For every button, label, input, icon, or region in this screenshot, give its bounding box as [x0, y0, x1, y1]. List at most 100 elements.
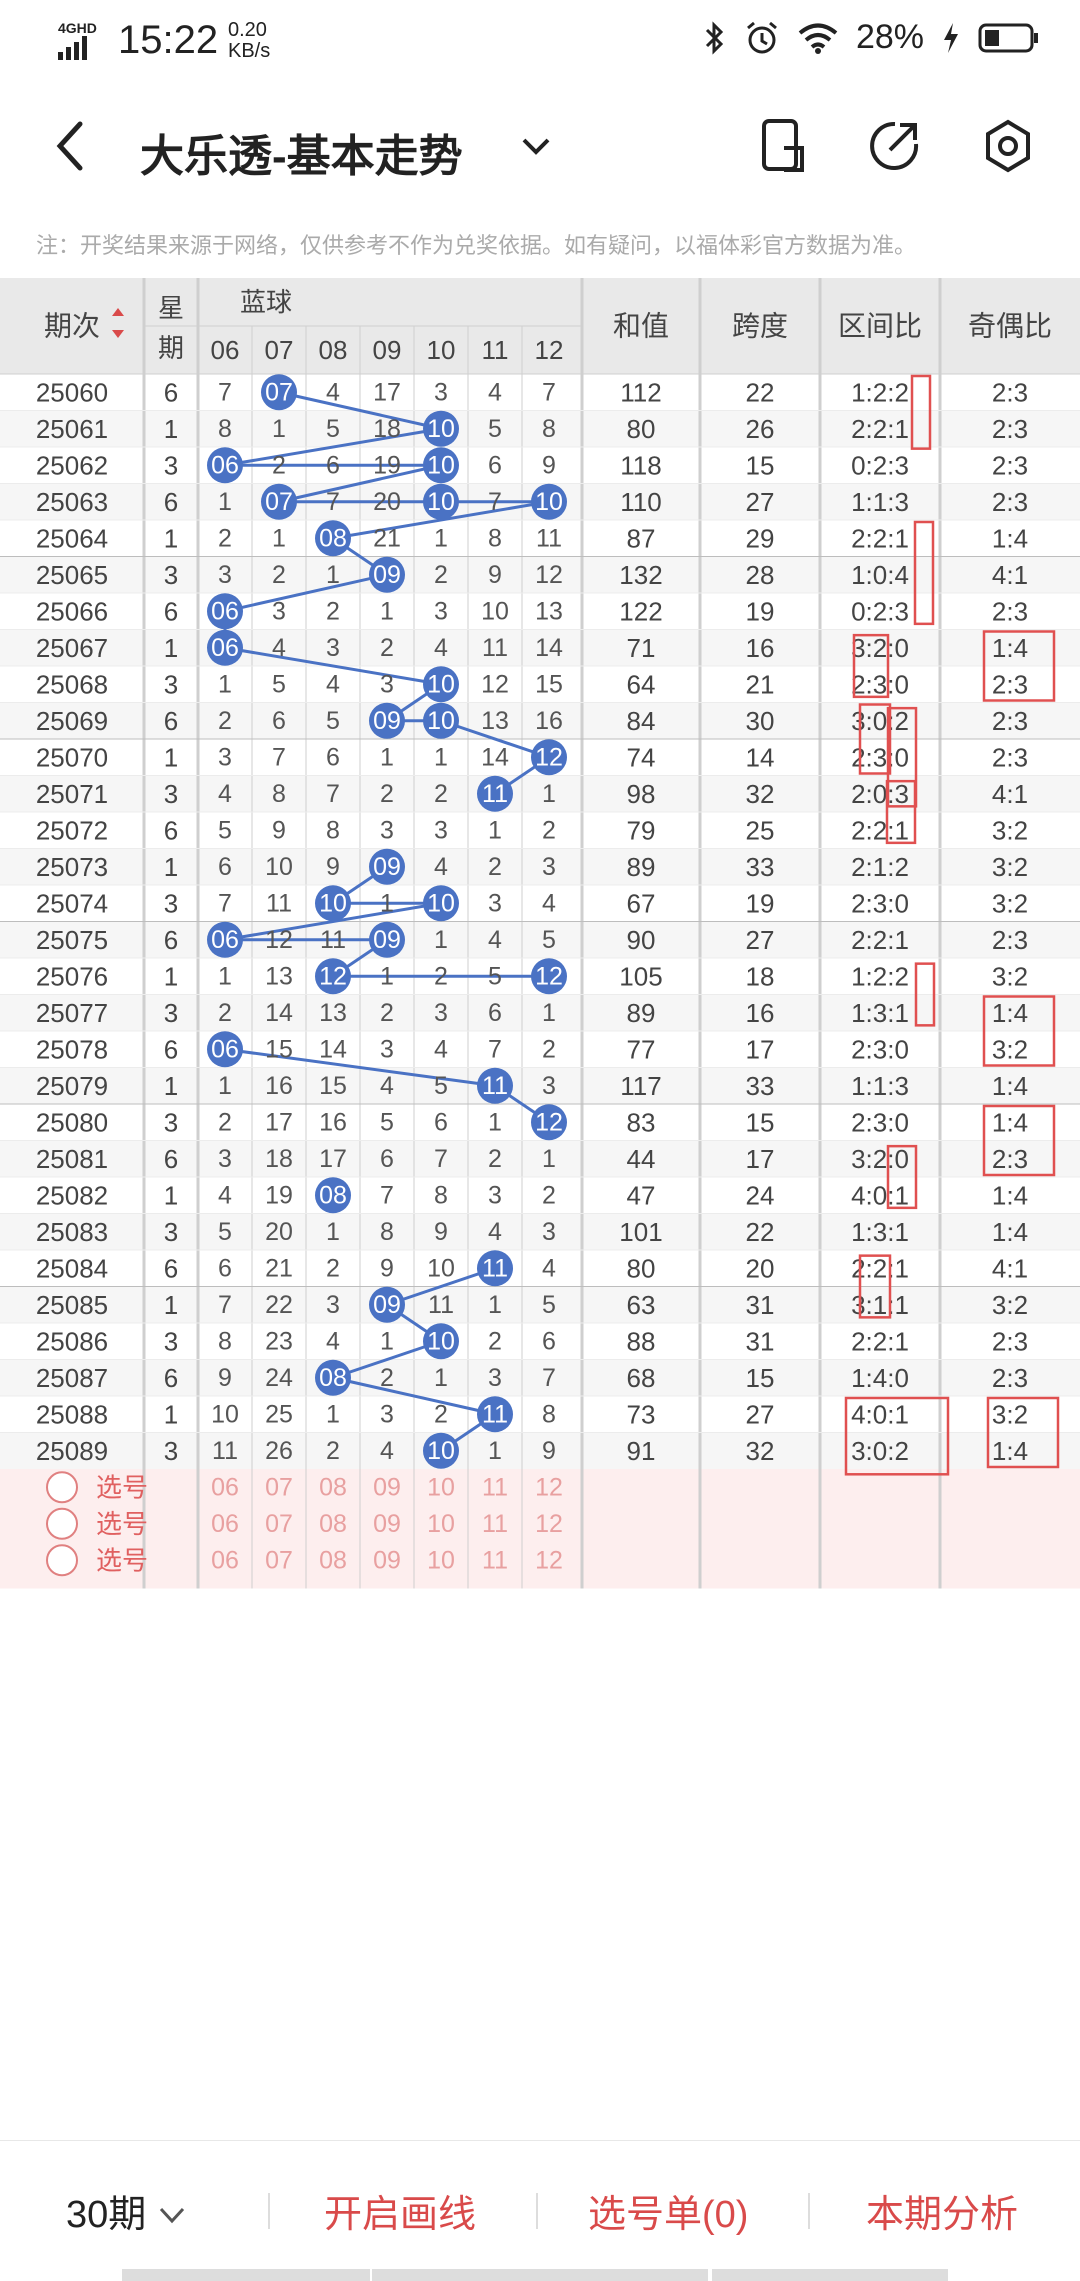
weekday: 1: [164, 742, 178, 772]
miss-count: 9: [488, 561, 502, 589]
miss-count: 9: [434, 1218, 448, 1246]
select-number[interactable]: 09: [373, 1510, 401, 1538]
miss-count: 2: [380, 1364, 394, 1392]
select-number[interactable]: 07: [265, 1510, 293, 1538]
miss-count: 20: [373, 488, 401, 516]
miss-count: 1: [488, 816, 502, 844]
select-number[interactable]: 06: [211, 1473, 239, 1501]
back-arrow-icon[interactable]: [50, 118, 90, 174]
settings-icon[interactable]: [982, 118, 1034, 174]
select-radio[interactable]: [46, 1544, 78, 1577]
weekday: 6: [164, 1034, 178, 1064]
select-number[interactable]: 11: [482, 1546, 508, 1574]
select-label[interactable]: 选号: [96, 1472, 148, 1502]
annotation-box: [982, 630, 1056, 702]
zone-ratio: 1:0:4: [851, 560, 909, 590]
miss-count: 2: [326, 597, 340, 625]
share-icon[interactable]: [868, 118, 922, 174]
select-number[interactable]: 10: [427, 1546, 455, 1574]
miss-count: 1: [380, 743, 394, 771]
miss-count: 1: [488, 1291, 502, 1319]
weekday: 3: [164, 669, 178, 699]
weekday: 1: [164, 961, 178, 991]
weekday: 3: [164, 888, 178, 918]
span-value: 33: [746, 852, 775, 882]
phone-icon[interactable]: [758, 118, 808, 174]
select-number[interactable]: 12: [535, 1473, 563, 1501]
select-number[interactable]: 12: [535, 1510, 563, 1538]
draw-line-button[interactable]: 开启画线: [324, 2194, 477, 2236]
trend-line: [278, 463, 442, 504]
sort-down-icon[interactable]: [112, 330, 124, 338]
zone-ratio: 0:2:3: [851, 450, 909, 480]
sort-up-icon[interactable]: [112, 308, 124, 316]
blue-ball: [315, 958, 351, 995]
select-label[interactable]: 选号: [96, 1545, 148, 1575]
period-analysis-button[interactable]: 本期分析: [866, 2194, 1019, 2236]
header-issue[interactable]: 期次: [44, 311, 100, 342]
selection-list-button[interactable]: 选号单(0): [588, 2194, 749, 2236]
blue-ball-number: 09: [373, 707, 401, 735]
blue-ball: [423, 1432, 459, 1469]
miss-count: 15: [319, 1072, 347, 1100]
select-number[interactable]: 08: [319, 1510, 347, 1538]
select-number[interactable]: 09: [373, 1546, 401, 1574]
chevron-down-icon[interactable]: [518, 128, 554, 164]
blue-ball-number: 06: [211, 634, 239, 662]
trend-line: [440, 719, 550, 759]
miss-count: 1: [218, 670, 232, 698]
zone-ratio: 3:0:2: [851, 1436, 909, 1466]
miss-count: 17: [265, 1108, 293, 1136]
select-number[interactable]: 11: [482, 1473, 508, 1501]
miss-count: 2: [218, 524, 232, 552]
period-selector[interactable]: 30期: [66, 2183, 187, 2238]
miss-count: 2: [380, 634, 394, 662]
select-number[interactable]: 11: [482, 1510, 508, 1538]
trend-line: [224, 573, 388, 613]
select-radio[interactable]: [46, 1507, 78, 1540]
annotation-box: [852, 633, 890, 699]
miss-count: 9: [272, 816, 286, 844]
miss-count: 22: [265, 1291, 293, 1319]
odd-even-ratio: 4:1: [992, 560, 1028, 590]
miss-count: 7: [326, 488, 340, 516]
miss-count: 15: [265, 1035, 293, 1063]
blue-ball-number: 10: [427, 670, 455, 698]
select-number[interactable]: 10: [427, 1473, 455, 1501]
header-blue-07: 07: [265, 335, 294, 365]
blue-ball-number: 12: [535, 743, 563, 771]
weekday: 6: [164, 1253, 178, 1283]
miss-count: 7: [218, 1291, 232, 1319]
miss-count: 9: [326, 853, 340, 881]
miss-count: 3: [380, 816, 394, 844]
select-number[interactable]: 06: [211, 1546, 239, 1574]
blue-ball-number: 11: [482, 1400, 508, 1428]
blue-ball: [423, 702, 459, 739]
miss-count: 4: [218, 780, 232, 808]
row-stripe: [0, 848, 1080, 885]
select-number[interactable]: 09: [373, 1473, 401, 1501]
select-number[interactable]: 07: [265, 1473, 293, 1501]
blue-ball: [423, 885, 459, 922]
select-number[interactable]: 10: [427, 1510, 455, 1538]
blue-ball-number: 06: [211, 451, 239, 479]
odd-even-ratio: 2:3: [992, 669, 1028, 699]
select-number[interactable]: 12: [535, 1546, 563, 1574]
status-icons: 28%: [704, 18, 1040, 57]
select-label[interactable]: 选号: [96, 1509, 148, 1539]
blue-ball-number: 11: [482, 1254, 508, 1282]
select-number[interactable]: 08: [319, 1473, 347, 1501]
blue-ball: [369, 921, 405, 958]
miss-count: 14: [535, 634, 563, 662]
annotation-box: [910, 374, 932, 450]
wifi-icon: [798, 23, 838, 54]
select-number[interactable]: 07: [265, 1546, 293, 1574]
issue-number: 25083: [36, 1217, 108, 1247]
blue-ball-number: 08: [319, 1364, 347, 1392]
select-number[interactable]: 08: [319, 1546, 347, 1574]
span-value: 18: [746, 961, 775, 991]
bluetooth-icon: [705, 20, 724, 55]
row-stripe: [0, 1213, 1080, 1250]
select-number[interactable]: 06: [211, 1510, 239, 1538]
select-radio[interactable]: [46, 1471, 78, 1504]
